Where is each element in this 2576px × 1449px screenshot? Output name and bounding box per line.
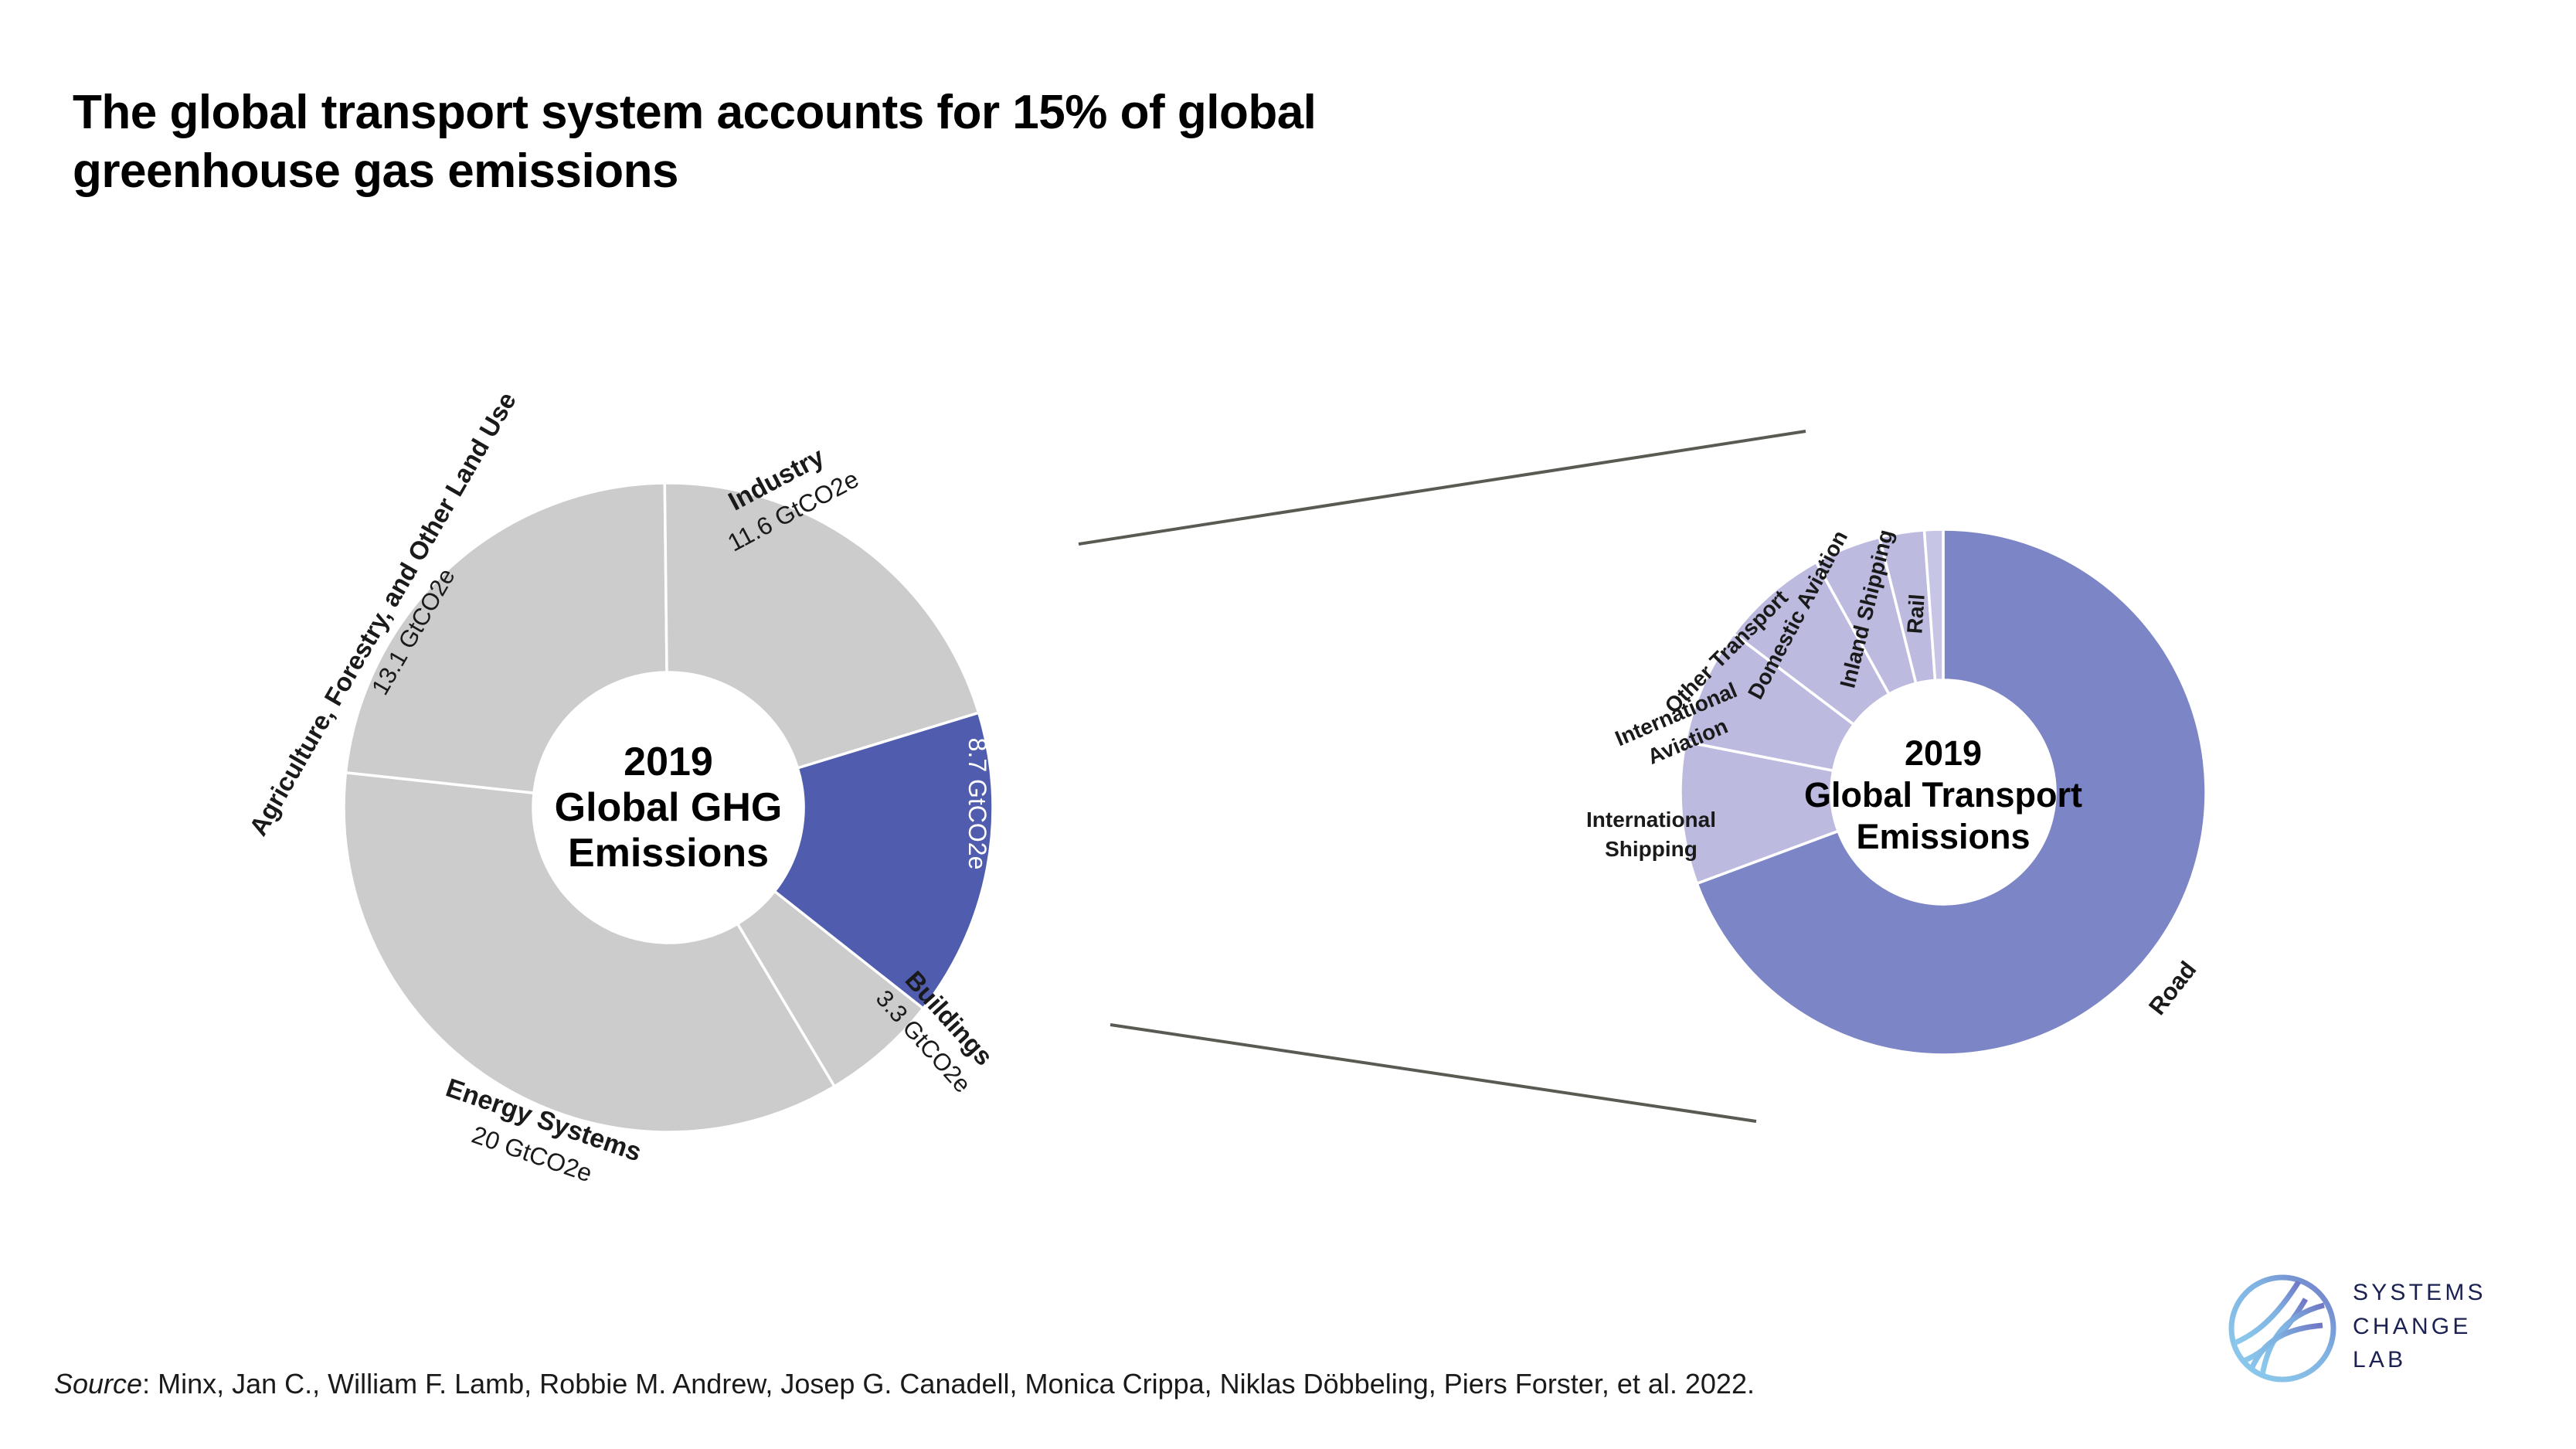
source-text: : Minx, Jan C., William F. Lamb, Robbie …: [142, 1368, 1755, 1400]
ghg-center-line3: Emissions: [568, 831, 769, 876]
label-transport-name: Transport: [998, 740, 1030, 868]
systems-change-lab-logo[interactable]: SYSTEMS CHANGE LAB: [2225, 1271, 2550, 1410]
logo-line-1: SYSTEMS: [2353, 1280, 2486, 1305]
ghg-slice-group: [342, 481, 994, 1134]
logo-line-2: CHANGE: [2353, 1313, 2472, 1339]
logo-line-3: LAB: [2353, 1347, 2407, 1372]
title-line-2: greenhouse gas emissions: [73, 144, 678, 198]
logo-globe-icon: [2228, 1274, 2336, 1383]
ghg-center-year: 2019: [624, 740, 713, 784]
page-title: The global transport system accounts for…: [73, 83, 2004, 200]
label-transport-value: 8.7 GtCO2e: [963, 738, 991, 870]
connector-lines: [1078, 430, 1806, 1123]
label-road-text: Road: [2143, 956, 2201, 1020]
transport-center-line3: Emissions: [1856, 817, 2030, 856]
source-label: Source: [54, 1368, 143, 1400]
ghg-donut-hole: [533, 672, 804, 943]
label-rail: Rail: [1902, 594, 1929, 634]
source-line: Source: Minx, Jan C., William F. Lamb, R…: [54, 1368, 1755, 1400]
label-transport: Transport 8.7 GtCO2e: [963, 738, 1030, 870]
connector-line-bottom: [1110, 1023, 1757, 1123]
label-international-shipping-line1: International: [1586, 808, 1716, 832]
slice-agriculture-forestry-and-other-land-use[interactable]: [344, 481, 668, 795]
transport-center-year: 2019: [1905, 733, 1982, 773]
label-international-shipping: International Shipping: [1586, 808, 1716, 861]
label-road: Road: [2143, 956, 2201, 1020]
connector-line-top: [1078, 430, 1806, 546]
ghg-center-line2: Global GHG: [555, 785, 783, 830]
label-international-shipping-line2: Shipping: [1605, 837, 1698, 861]
title-line-1: The global transport system accounts for…: [73, 86, 1317, 139]
transport-donut-hole: [1831, 680, 2055, 904]
transport-center-line2: Global Transport: [1804, 775, 2082, 815]
label-rail-text: Rail: [1902, 594, 1929, 634]
logo-wordmark: SYSTEMS CHANGE LAB: [2353, 1276, 2486, 1377]
